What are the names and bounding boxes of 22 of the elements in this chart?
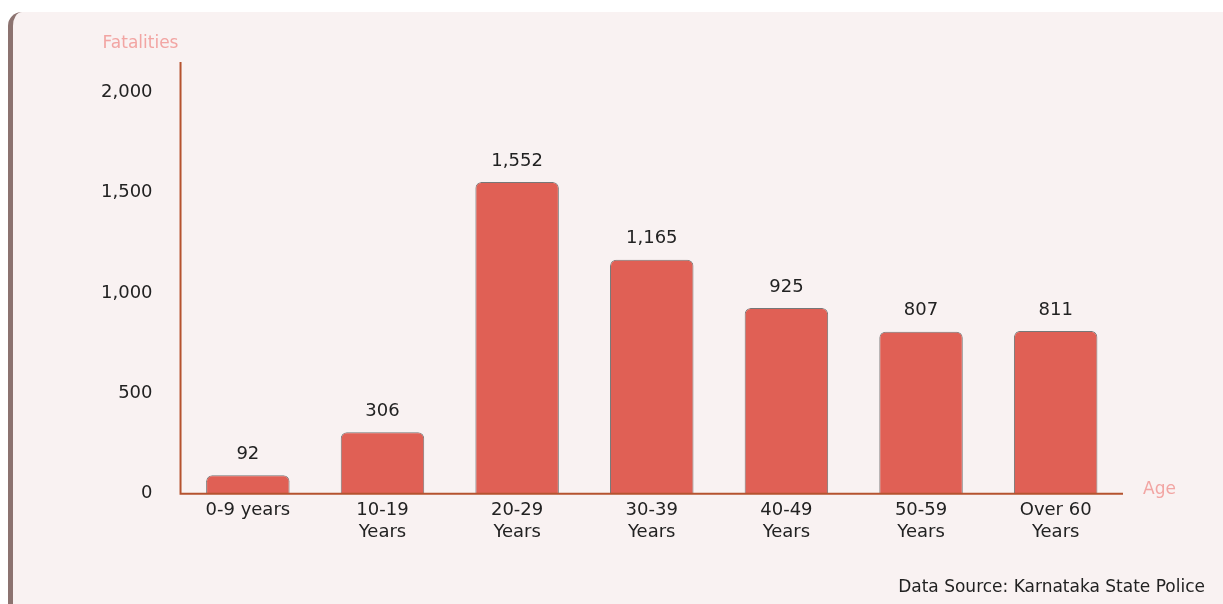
source-note: Data Source: Karnataka State Police xyxy=(898,576,1205,596)
x-tick-label: 30-39 Years xyxy=(625,498,678,541)
data-label: 1,552 xyxy=(491,148,543,170)
x-tick-label: 0-9 years xyxy=(205,498,291,520)
y-tick-label: 2,000 xyxy=(101,79,153,101)
data-label: 811 xyxy=(1038,297,1073,319)
x-axis-title: Age xyxy=(1143,478,1176,499)
data-label: 306 xyxy=(365,399,400,421)
data-label: 925 xyxy=(769,274,804,296)
x-tick-label: Over 60 Years xyxy=(1019,498,1092,541)
y-tick-label: 1,500 xyxy=(101,180,153,202)
data-label: 1,165 xyxy=(626,226,678,248)
x-tick-label: 20-29 Years xyxy=(490,498,544,541)
y-tick-label: 1,000 xyxy=(101,280,153,302)
y-tick-label: 500 xyxy=(118,381,153,403)
y-axis-title: Fatalities xyxy=(102,31,179,52)
x-tick-label: 40-49 Years xyxy=(760,498,813,541)
data-label: 807 xyxy=(903,298,939,320)
y-tick-label: 0 xyxy=(141,481,153,503)
x-tick-label: 10-19 Years xyxy=(356,498,409,541)
x-tick-label: 50-59 Years xyxy=(894,498,948,541)
data-label: 92 xyxy=(236,441,260,463)
